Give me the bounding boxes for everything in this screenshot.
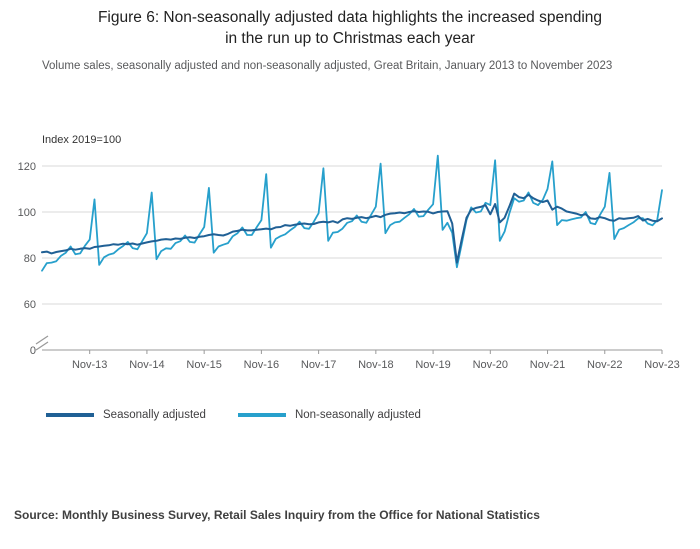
series-line-0 — [41, 192, 663, 264]
chart-title-line2: in the run up to Christmas each year — [225, 29, 475, 47]
x-tick-label: Nov-23 — [644, 359, 679, 371]
chart-legend: Seasonally adjusted Non-seasonally adjus… — [46, 409, 421, 421]
x-tick-label: Nov-15 — [186, 359, 221, 371]
axis-break-mark — [35, 341, 49, 351]
x-tick-label: Nov-14 — [129, 359, 164, 371]
seasonally-adjusted-swatch — [46, 413, 94, 417]
chart-title-line1: Figure 6: Non-seasonally adjusted data h… — [97, 9, 603, 26]
legend-item-seasonally-adjusted: Seasonally adjusted — [46, 409, 206, 421]
legend-item-non-seasonally-adjusted: Non-seasonally adjusted — [237, 409, 421, 421]
axis-break-mark — [35, 335, 49, 345]
source-note: Source: Monthly Business Survey, Retail … — [14, 508, 540, 522]
x-tick-label: Nov-13 — [72, 359, 107, 371]
y-axis-unit-label: Index 2019=100 — [42, 134, 122, 146]
chart-subtitle: Volume sales, seasonally adjusted and no… — [42, 60, 613, 72]
x-tick-label: Nov-19 — [415, 359, 450, 371]
y-tick-label: 60 — [24, 299, 36, 311]
non-seasonally-adjusted-swatch — [237, 413, 286, 417]
y-tick-label: 100 — [18, 207, 36, 219]
x-tick-label: Nov-18 — [358, 359, 393, 371]
x-tick-label: Nov-17 — [301, 359, 336, 371]
series-line-1 — [41, 154, 663, 272]
y-tick-label: 0 — [30, 345, 36, 357]
x-tick-label: Nov-22 — [587, 359, 622, 371]
x-tick-label: Nov-20 — [473, 359, 508, 371]
x-tick-label: Nov-16 — [244, 359, 279, 371]
y-tick-label: 80 — [24, 253, 36, 265]
line-chart: 60 80 100 120 0 Nov-13 Nov-14 Nov-15 Nov-16 Nov-1… — [18, 154, 680, 371]
legend-label: Non-seasonally adjusted — [294, 409, 421, 421]
legend-label: Seasonally adjusted — [103, 409, 206, 421]
x-tick-label: Nov-21 — [530, 359, 565, 371]
y-tick-label: 120 — [18, 161, 36, 173]
chart-title: Figure 6: Non-seasonally adjusted data h… — [30, 8, 670, 50]
